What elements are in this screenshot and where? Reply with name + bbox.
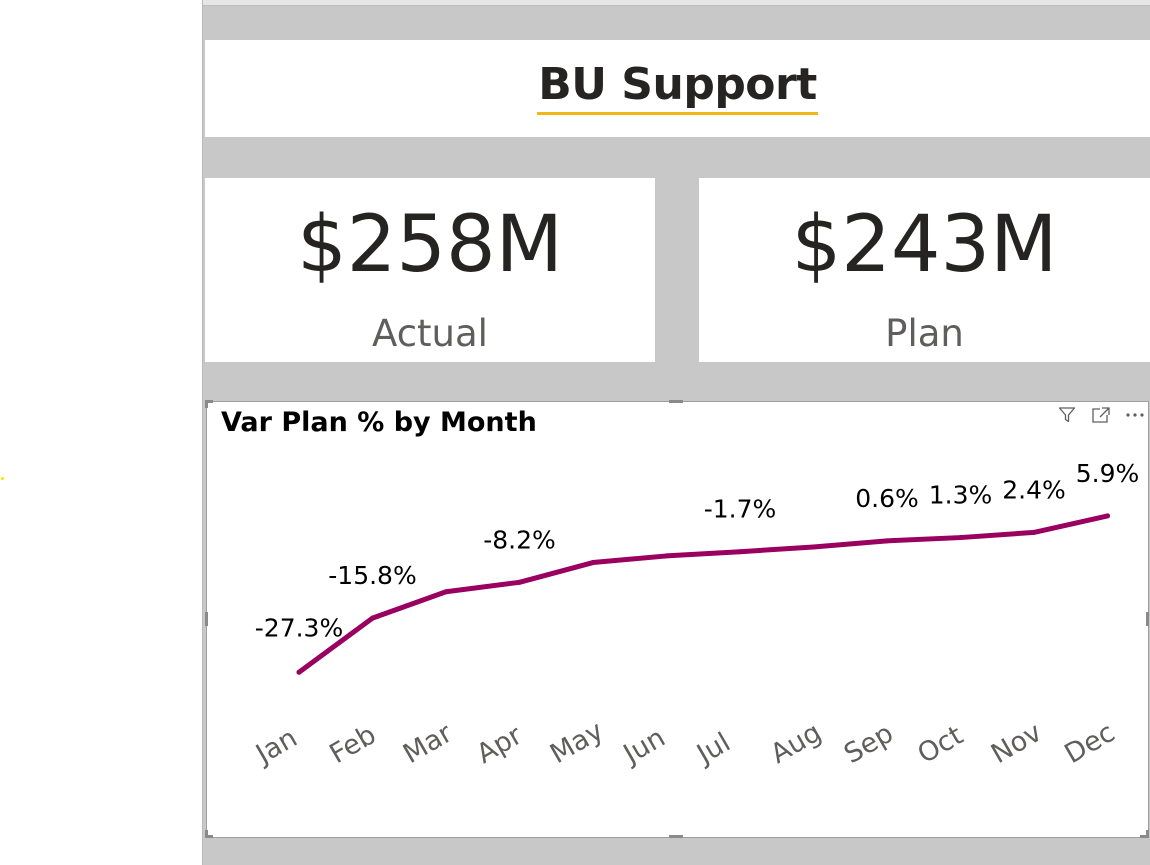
more-options-icon[interactable] <box>1124 404 1146 426</box>
x-tick-label: Apr <box>472 719 529 770</box>
resize-handle-top-left[interactable] <box>205 400 213 403</box>
line-chart: -27.3% -15.8% -8.2% -1.7% 0.6% 1.3% 2.4% 5.9% Ja… <box>249 459 1140 771</box>
canvas-border <box>202 0 203 865</box>
x-tick-label: May <box>545 715 609 770</box>
kpi-label-actual: Actual <box>372 312 488 355</box>
data-point[interactable] <box>811 544 816 550</box>
resize-handle-bottom-right[interactable] <box>1140 835 1148 838</box>
data-point[interactable] <box>370 615 375 621</box>
filter-icon[interactable] <box>1056 404 1078 426</box>
data-label: 2.4% <box>1002 475 1066 504</box>
series-line[interactable] <box>296 513 1110 675</box>
x-tick-label: Jul <box>690 727 735 771</box>
data-point[interactable] <box>517 579 522 585</box>
title-card[interactable]: BU Support <box>205 40 1150 137</box>
resize-handle-right[interactable] <box>1146 612 1149 626</box>
x-tick-label: Oct <box>913 720 969 770</box>
data-point[interactable] <box>1105 513 1110 519</box>
data-label: -8.2% <box>483 525 556 554</box>
x-tick-label: Nov <box>986 717 1047 770</box>
focus-mode-icon[interactable] <box>1090 404 1112 426</box>
data-label: -15.8% <box>328 561 416 590</box>
x-tick-label: Mar <box>398 717 458 770</box>
canvas-top-strip <box>203 0 1150 6</box>
visual-header <box>1056 404 1146 426</box>
resize-handle-left[interactable] <box>205 612 208 626</box>
resize-handle-bottom-right-v[interactable] <box>1146 830 1149 838</box>
data-point[interactable] <box>590 560 596 566</box>
x-tick-label: Feb <box>325 719 382 770</box>
data-label: 0.6% <box>855 484 919 513</box>
line-chart-visual[interactable]: -27.3% -15.8% -8.2% -1.7% 0.6% 1.3% 2.4% 5.9% Ja… <box>205 400 1149 838</box>
x-tick-label: Aug <box>766 717 827 770</box>
resize-handle-bottom-left[interactable] <box>205 835 213 838</box>
data-point[interactable] <box>737 549 743 555</box>
data-label: 5.9% <box>1076 459 1140 488</box>
chart-title: Var Plan % by Month <box>221 407 537 438</box>
data-label: -27.3% <box>255 613 343 642</box>
kpi-label-plan: Plan <box>885 312 964 355</box>
x-tick-label: Sep <box>839 718 899 770</box>
data-point[interactable] <box>884 538 890 544</box>
kpi-value-plan: $243M <box>791 200 1058 290</box>
resize-handle-top-left-v[interactable] <box>205 400 208 408</box>
kpi-card-actual[interactable]: $258M Actual <box>205 178 655 362</box>
data-point[interactable] <box>296 669 302 675</box>
resize-handle-bottom[interactable] <box>669 835 683 838</box>
x-tick-label: Jun <box>617 722 671 771</box>
data-label: -1.7% <box>704 495 777 524</box>
data-point[interactable] <box>443 589 449 595</box>
page-title: BU Support <box>537 58 818 115</box>
kpi-value-actual: $258M <box>297 200 563 290</box>
data-label: 1.3% <box>929 481 993 510</box>
resize-handle-bottom-left-v[interactable] <box>205 830 208 838</box>
x-tick-label: Dec <box>1060 717 1121 770</box>
kpi-card-plan[interactable]: $243M Plan <box>699 178 1150 362</box>
data-point[interactable] <box>958 535 963 541</box>
resize-handle-top[interactable] <box>669 400 683 403</box>
data-point[interactable] <box>664 553 669 559</box>
x-tick-label: Jan <box>249 722 302 771</box>
data-point[interactable] <box>1031 529 1037 535</box>
yellow-dot <box>1 477 4 480</box>
